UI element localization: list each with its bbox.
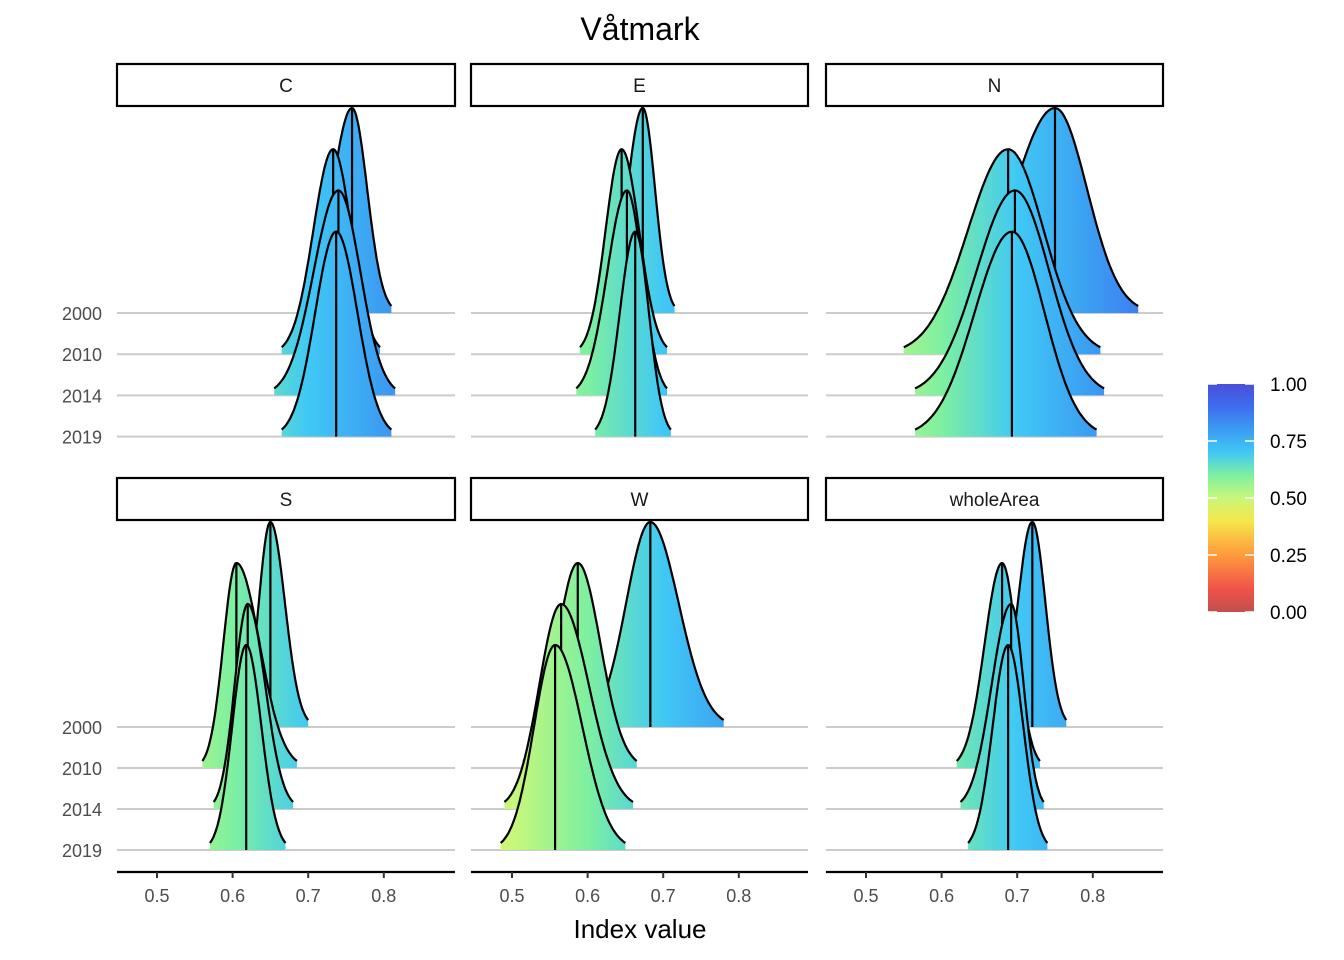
y-tick-label: 2010 bbox=[62, 759, 102, 779]
strip-box bbox=[469, 62, 810, 108]
x-tick-label: 0.6 bbox=[575, 886, 600, 906]
y-tick-label: 2014 bbox=[62, 800, 102, 820]
x-tick-label: 0.6 bbox=[220, 886, 245, 906]
ridge-outline-2010 bbox=[903, 148, 1101, 349]
ridge-fill-2019 bbox=[500, 645, 626, 850]
y-tick-label: 2000 bbox=[62, 718, 102, 738]
legend-tick-label: 1.00 bbox=[1270, 375, 1307, 396]
ridge-outline-2014 bbox=[914, 189, 1105, 390]
legend-tick-label: 0.75 bbox=[1270, 432, 1307, 453]
strip-box bbox=[115, 476, 457, 522]
y-tick-label: 2019 bbox=[62, 428, 102, 448]
legend-tick-label: 0.25 bbox=[1270, 546, 1307, 567]
x-axis-title: Index value bbox=[574, 914, 707, 944]
legend-tick-label: 0.50 bbox=[1270, 489, 1307, 510]
ridge-fill-2000 bbox=[587, 522, 724, 727]
strip-label: E bbox=[633, 76, 646, 97]
strip-box bbox=[824, 62, 1165, 108]
panel-C: C 2000 2010 2014 2019 bbox=[62, 62, 457, 448]
ridge-outline-2000 bbox=[586, 520, 725, 721]
panel-N: N bbox=[824, 62, 1165, 438]
y-tick-label: 2010 bbox=[62, 345, 102, 365]
color-legend: 0.00 0.25 0.50 0.75 1.00 bbox=[1208, 375, 1307, 624]
x-tick-label: 0.8 bbox=[371, 886, 396, 906]
x-tick-label: 0.7 bbox=[1005, 886, 1030, 906]
ridge-outline-2019 bbox=[209, 644, 287, 844]
x-tick-label: 0.6 bbox=[929, 886, 954, 906]
y-tick-label: 2000 bbox=[62, 304, 102, 324]
ridge-outline-2019 bbox=[499, 643, 627, 844]
strip-label: S bbox=[280, 490, 293, 511]
ridge-outline-2019 bbox=[914, 230, 1098, 431]
panel-wholeArea: wholeArea 0.5 0.6 0.7 0.8 bbox=[824, 476, 1165, 906]
x-tick-label: 0.5 bbox=[144, 886, 169, 906]
strip-label: W bbox=[631, 490, 649, 511]
ridge-outline-2010 bbox=[579, 148, 668, 348]
ridge-outline-2014 bbox=[212, 602, 294, 803]
y-tick-label: 2019 bbox=[62, 841, 102, 861]
x-tick-label: 0.7 bbox=[651, 886, 676, 906]
ridge-outline-2010 bbox=[201, 561, 298, 762]
strip-label: wholeArea bbox=[949, 490, 1040, 511]
x-tick-label: 0.5 bbox=[499, 886, 524, 906]
ridge-fill-2019 bbox=[595, 231, 671, 437]
legend-tick-label: 0.00 bbox=[1270, 603, 1307, 624]
x-tick-label: 0.7 bbox=[296, 886, 321, 906]
ridge-outline-2014 bbox=[503, 602, 634, 803]
ridge-outline-2014 bbox=[959, 602, 1045, 803]
ridge-outline-2014 bbox=[273, 189, 396, 390]
strip-label: C bbox=[279, 76, 293, 97]
strip-label: N bbox=[988, 76, 1002, 97]
panels: C 2000 2010 2014 2019 E N S 2000 2010 2014 2019 0.5 0… bbox=[62, 62, 1165, 906]
x-tick-label: 0.5 bbox=[853, 886, 878, 906]
ridge-fill-2019 bbox=[209, 645, 286, 850]
x-tick-label: 0.8 bbox=[1080, 886, 1105, 906]
strip-box bbox=[824, 476, 1165, 522]
panel-E: E bbox=[469, 62, 810, 438]
panel-S: S 2000 2010 2014 2019 0.5 0.6 0.7 0.8 bbox=[62, 476, 457, 906]
y-tick-label: 2014 bbox=[62, 386, 102, 406]
strip-box bbox=[115, 62, 457, 108]
chart-title: Våtmark bbox=[580, 11, 700, 47]
strip-box bbox=[469, 476, 810, 522]
ridge-outline-2019 bbox=[594, 230, 672, 431]
ridge-fill-2019 bbox=[915, 231, 1097, 437]
panel-W: W 0.5 0.6 0.7 0.8 bbox=[469, 476, 810, 906]
x-tick-label: 0.8 bbox=[726, 886, 751, 906]
